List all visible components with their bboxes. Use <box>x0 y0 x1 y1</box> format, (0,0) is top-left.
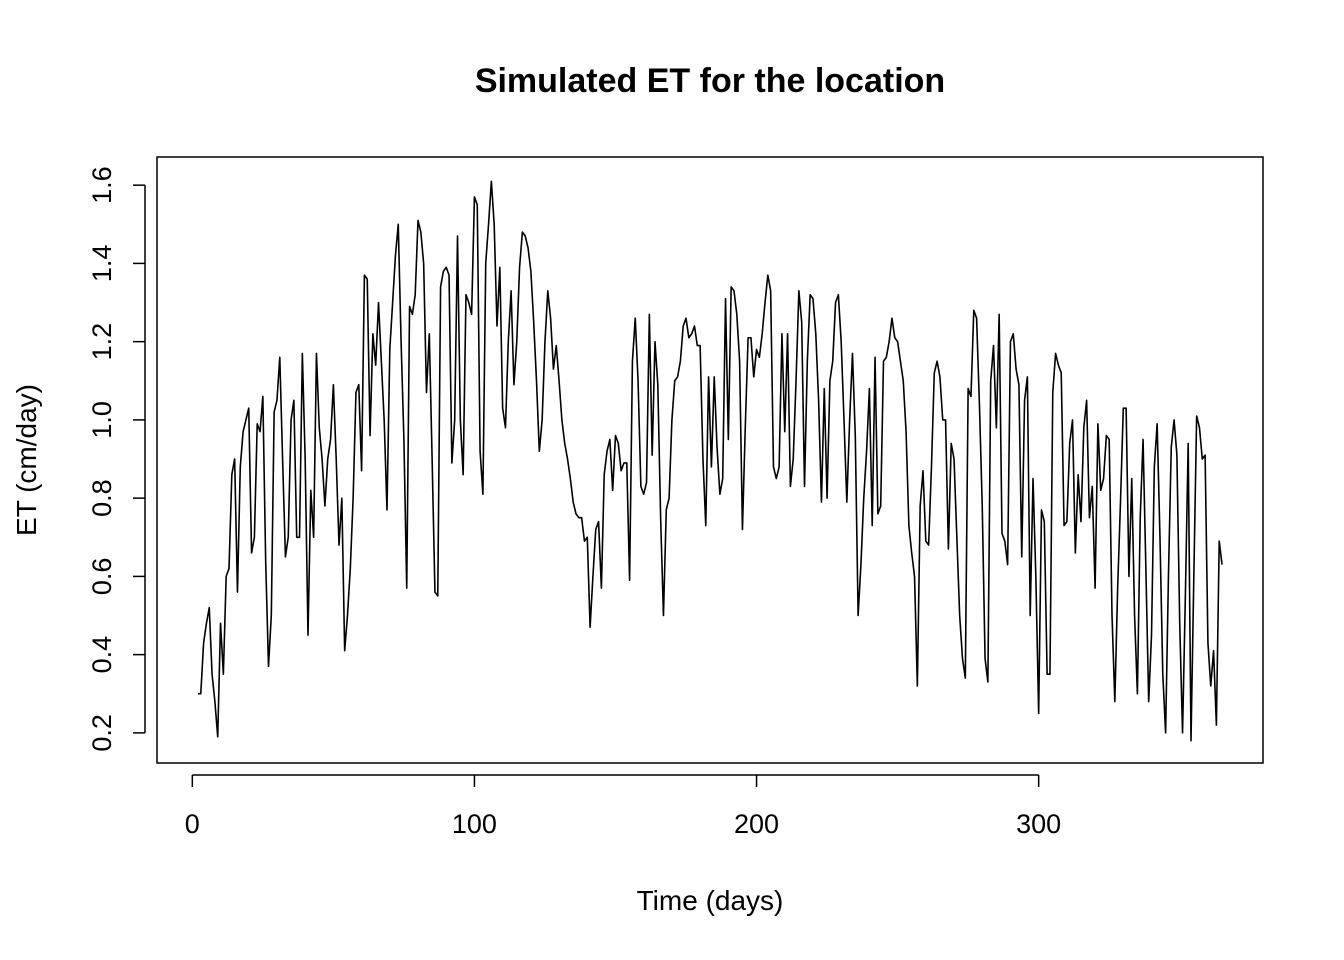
y-tick-label: 1.4 <box>87 245 117 283</box>
y-tick-label: 1.0 <box>87 401 117 439</box>
x-tick-label: 300 <box>1016 809 1061 839</box>
y-tick-label: 1.6 <box>87 166 117 204</box>
x-tick-label: 0 <box>185 809 200 839</box>
x-tick-label: 200 <box>734 809 779 839</box>
plot-frame <box>156 156 1264 764</box>
y-tick-label: 0.6 <box>87 558 117 596</box>
y-tick-label: 1.2 <box>87 323 117 361</box>
chart-title: Simulated ET for the location <box>475 62 945 100</box>
y-tick-label: 0.4 <box>87 636 117 674</box>
data-line <box>197 180 1223 742</box>
x-tick-label: 100 <box>452 809 497 839</box>
x-axis-label: Time (days) <box>637 885 784 916</box>
y-tick-label: 0.2 <box>87 714 117 752</box>
y-axis-label: ET (cm/day) <box>11 384 42 536</box>
y-tick-label: 0.8 <box>87 479 117 517</box>
